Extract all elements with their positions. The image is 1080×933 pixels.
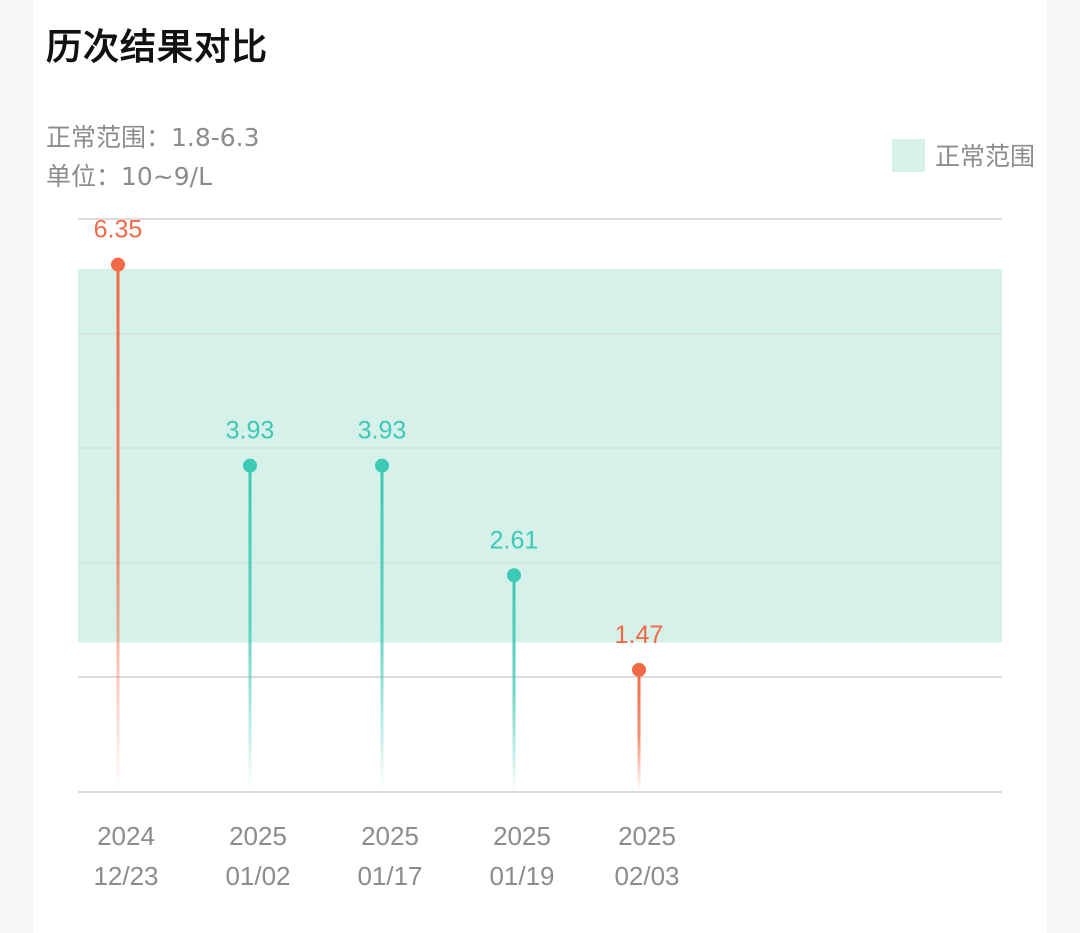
x-tick-year: 2025 (618, 821, 676, 851)
x-tick-year: 2025 (361, 821, 419, 851)
x-tick-date: 12/23 (93, 861, 158, 891)
data-label: 3.93 (358, 417, 407, 445)
legend-swatch (891, 138, 925, 172)
stem-line (637, 669, 641, 792)
stem-line (116, 264, 120, 792)
legend-label: 正常范围 (934, 142, 1035, 171)
normal-range-text: 正常范围：1.8-6.3 (46, 123, 260, 152)
data-label: 6.35 (94, 216, 143, 244)
normal-range-band (78, 268, 1002, 643)
stem-line (248, 465, 252, 792)
unit-text: 单位：10~9/L (46, 162, 213, 191)
x-tick-date: 01/19 (489, 861, 554, 891)
data-point[interactable] (111, 257, 125, 272)
stem-line (380, 465, 384, 792)
x-tick-year: 2024 (97, 821, 155, 851)
data-label: 1.47 (615, 621, 664, 649)
page-title: 历次结果对比 (46, 27, 269, 68)
chart-legend: 正常范围 (891, 137, 1035, 173)
data-label: 3.93 (226, 417, 275, 445)
stem-line (512, 575, 516, 792)
x-tick-date: 01/02 (225, 861, 290, 891)
x-tick-year: 2025 (493, 821, 551, 851)
x-tick-year: 2025 (229, 821, 287, 851)
x-tick-date: 01/17 (357, 861, 422, 891)
data-point[interactable] (507, 568, 521, 583)
data-point[interactable] (632, 662, 646, 677)
data-label: 2.61 (490, 526, 539, 554)
data-point[interactable] (243, 458, 257, 473)
data-point[interactable] (375, 458, 389, 473)
x-tick-date: 02/03 (614, 861, 679, 891)
